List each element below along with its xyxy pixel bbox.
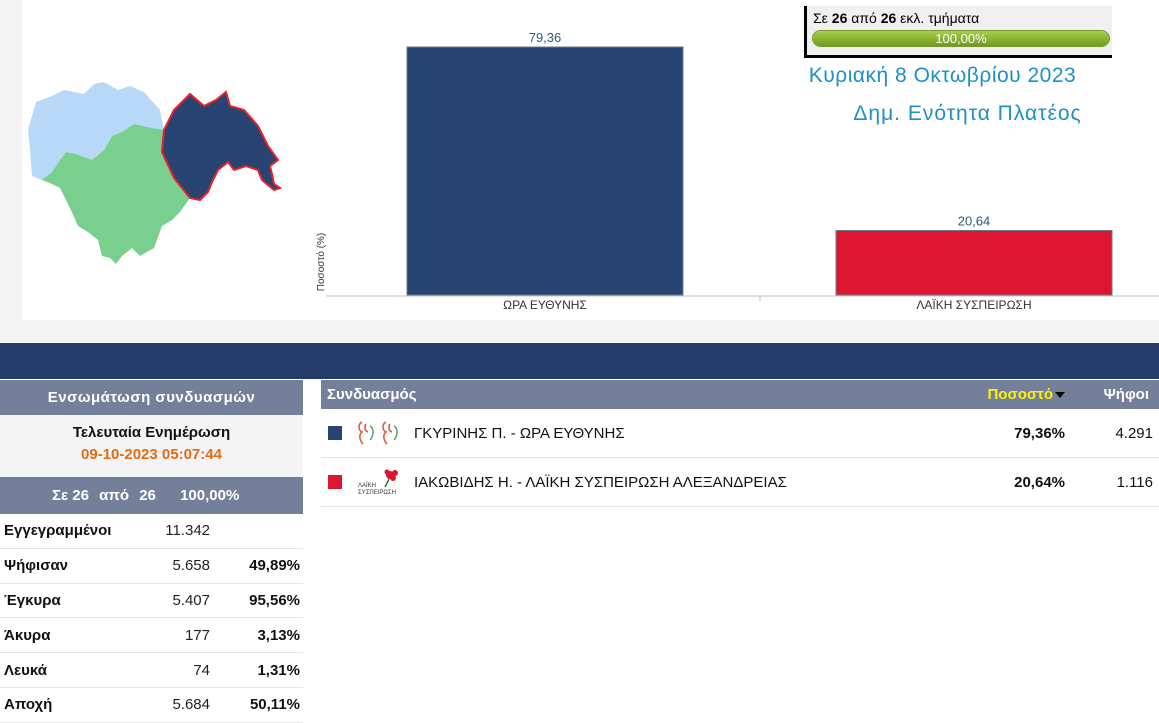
flower-icon (384, 469, 398, 481)
last-update-box: Τελευταία Ενημέρωση 09-10-2023 05:07:44 (0, 415, 303, 477)
x-tick-label: ΩΡΑ ΕΥΘΥΝΗΣ (503, 298, 587, 312)
stat-row-valid: Έγκυρα 5.407 95,56% (0, 583, 303, 619)
stat-value: 74 (193, 661, 210, 679)
party-percent: 20,64% (1014, 473, 1065, 491)
progress-bar: 100,00% (812, 30, 1110, 47)
stat-value: 11.342 (165, 522, 210, 540)
summary-total: 26 (139, 487, 156, 504)
stat-percent: 95,56% (249, 591, 300, 609)
progress-prefix: Σε (813, 10, 828, 26)
party-logo-ora-efthinis (358, 421, 398, 445)
stat-value: 177 (184, 626, 210, 644)
integration-title: Ενσωμάτωση συνδυασμών (0, 380, 303, 415)
party-votes: 1.116 (1116, 473, 1153, 491)
stat-percent: 49,89% (249, 557, 300, 575)
col-votes-header[interactable]: Ψήφοι (1103, 386, 1149, 403)
stat-row-blank: Λευκά 74 1,31% (0, 653, 303, 688)
chart-bar-2[interactable] (835, 230, 1113, 296)
table-row[interactable]: ΛΑΪΚΗ ΣΥΣΠΕΙΡΩΣΗ ΙΑΚΩΒΙΔΗΣ Η. - ΛΑΪΚΗ ΣΥ… (321, 458, 1159, 507)
x-tick-label: ΛΑΪΚΗ ΣΥΣΠΕΙΡΩΣΗ (916, 298, 1031, 312)
left-margin (0, 0, 22, 320)
stat-row-registered: Εγγεγραμμένοι 11.342 (0, 514, 303, 549)
party-color-swatch (328, 426, 342, 440)
progress-text: Σε 26 από 26 εκλ. τμήματα (813, 10, 979, 26)
stat-percent: 1,31% (257, 661, 300, 679)
map-region-green[interactable] (42, 124, 190, 264)
party-color-swatch (328, 475, 342, 489)
col-party-header[interactable]: Συνδυασμός (327, 386, 417, 403)
stat-row-abstention: Αποχή 5.684 50,11% (0, 687, 303, 723)
logo-text-line2: ΣΥΣΠΕΙΡΩΣΗ (358, 490, 396, 496)
stat-label: Ψήφισαν (4, 557, 69, 575)
map-region-blue[interactable] (28, 82, 164, 180)
top-section: Ποσοστό (%) 79,36 ΩΡΑ ΕΥΘΥΝΗΣ 20,64 ΛΑΪΚΗ Σ… (0, 0, 1159, 342)
party-logo-laiki-syspeirosi: ΛΑΪΚΗ ΣΥΣΠΕΙΡΩΣΗ (358, 469, 398, 496)
y-axis-label: Ποσοστό (%) (315, 233, 327, 292)
party-name: ΙΑΚΩΒΙΔΗΣ Η. - ΛΑΪΚΗ ΣΥΣΠΕΙΡΩΣΗ ΑΛΕΞΑΝΔΡ… (414, 473, 787, 491)
col-percent-label: Ποσοστό (987, 386, 1053, 403)
map-region-selected[interactable] (160, 90, 283, 202)
table-row[interactable]: ΓΚΥΡΙΝΗΣ Π. - ΩΡΑ ΕΥΘΥΝΗΣ 79,36% 4.291 (321, 409, 1159, 458)
election-date: Κυριακή 8 Οκτωβρίου 2023 (808, 64, 1077, 87)
stat-percent: 3,13% (257, 626, 300, 644)
party-name: ΓΚΥΡΙΝΗΣ Π. - ΩΡΑ ΕΥΘΥΝΗΣ (414, 424, 625, 442)
bar-value-label: 20,64 (958, 214, 991, 229)
stat-value: 5.684 (172, 696, 210, 714)
results-chart: Ποσοστό (%) 79,36 ΩΡΑ ΕΥΘΥΝΗΣ 20,64 ΛΑΪΚΗ Σ… (315, 30, 1159, 312)
stat-row-invalid: Άκυρα 177 3,13% (0, 618, 303, 654)
summary-bar: Σε 26 από 26 100,00% (0, 477, 303, 514)
progress-total: 26 (880, 10, 897, 26)
bar-value-label: 79,36 (529, 30, 562, 45)
chart-bars: 79,36 ΩΡΑ ΕΥΘΥΝΗΣ 20,64 ΛΑΪΚΗ ΣΥΣΠΕΙΡΩΣΗ (406, 30, 1113, 312)
results-table: Συνδυασμός Ποσοστό Ψήφοι ΓΚΥΡΙΝΗΣ Π. - Ω… (321, 380, 1159, 507)
area-title: Δημ. Ενότητα Πλατέος (853, 102, 1082, 125)
last-update-label: Τελευταία Ενημέρωση (72, 424, 231, 441)
chart-bottom-strip (0, 320, 1159, 342)
progress-fill (813, 31, 1109, 46)
results-header: Συνδυασμός Ποσοστό Ψήφοι (321, 380, 1159, 409)
stat-label: Αποχή (4, 696, 53, 714)
party-percent: 79,36% (1014, 424, 1065, 442)
stat-value: 5.658 (172, 557, 210, 575)
summary-middle: από (99, 487, 130, 504)
progress-percent: 100,00% (935, 31, 987, 46)
stat-value: 5.407 (172, 591, 210, 609)
chart-bar-1[interactable] (406, 46, 684, 296)
last-update-time: 09-10-2023 05:07:44 (81, 446, 222, 463)
stat-row-voted: Ψήφισαν 5.658 49,89% (0, 548, 303, 584)
sort-desc-icon (1055, 392, 1065, 399)
section-divider-bar (0, 343, 1159, 379)
stat-label: Έγκυρα (4, 591, 61, 609)
progress-counted: 26 (831, 10, 848, 26)
party-votes: 4.291 (1115, 424, 1153, 442)
stat-label: Λευκά (4, 661, 47, 679)
chart-axes: Ποσοστό (%) (315, 233, 1159, 301)
progress-middle: από (851, 10, 877, 26)
stat-label: Εγγεγραμμένοι (4, 522, 112, 540)
progress-box: Σε 26 από 26 εκλ. τμήματα 100,00% (804, 6, 1112, 58)
stat-label: Άκυρα (4, 626, 51, 644)
col-percent-header[interactable]: Ποσοστό (949, 386, 1069, 403)
stat-percent: 50,11% (249, 696, 300, 714)
progress-suffix: εκλ. τμήματα (900, 10, 980, 26)
logo-text-line1: ΛΑΪΚΗ (358, 482, 376, 489)
region-map (28, 82, 283, 264)
summary-prefix: Σε 26 (52, 487, 89, 504)
summary-percent: 100,00% (180, 487, 240, 504)
left-panel: Ενσωμάτωση συνδυασμών Τελευταία Ενημέρωσ… (0, 380, 303, 723)
